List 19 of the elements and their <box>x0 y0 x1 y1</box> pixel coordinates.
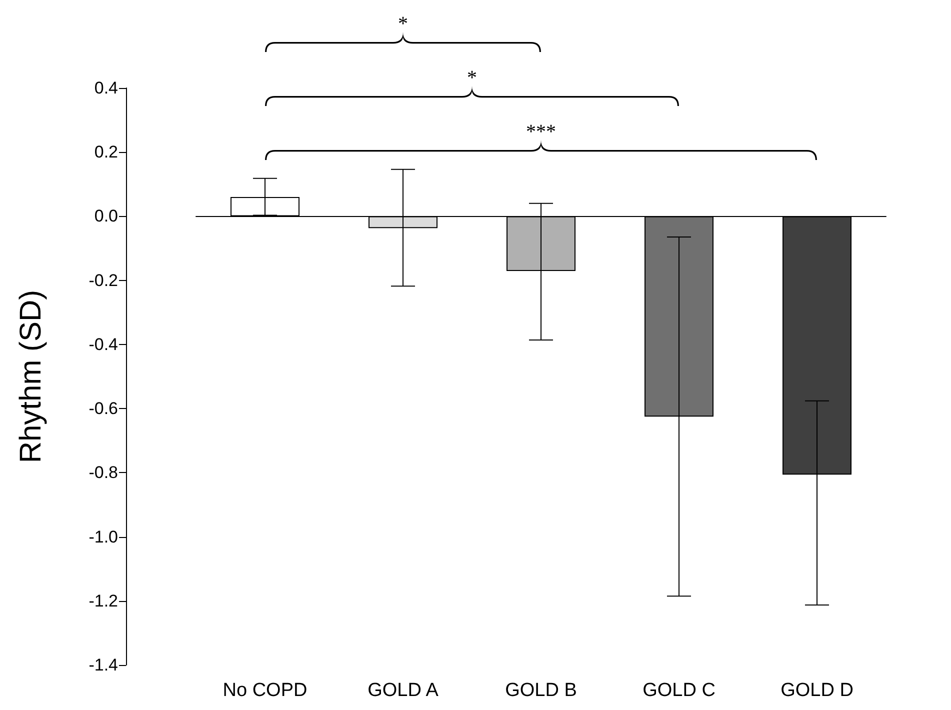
x-tick-label: No COPD <box>222 680 308 701</box>
x-tick-label: GOLD A <box>368 680 439 701</box>
y-tick-label: 0.0 <box>94 206 118 226</box>
annotation: *** <box>526 121 556 143</box>
y-tick-label: -0.8 <box>88 463 118 482</box>
y-tick-label: -1.4 <box>88 656 118 674</box>
y-tick-label: 0.4 <box>94 78 118 98</box>
text: * <box>398 13 408 35</box>
y-tick-label: -0.6 <box>88 399 118 418</box>
x-tick-label: GOLD C <box>642 680 716 701</box>
y-tick-label: -1.0 <box>88 527 118 546</box>
y-tick-label: -1.2 <box>88 591 118 610</box>
y-tick-label: 0.2 <box>94 142 118 162</box>
y-axis-title: Rhythm (SD) <box>14 290 48 464</box>
x-tick-label: GOLD B <box>505 680 577 701</box>
x-tick-label: GOLD D <box>780 680 854 701</box>
y-tick-label: -0.2 <box>88 270 118 290</box>
annotation: * <box>467 67 477 89</box>
y-tick-label: -0.4 <box>88 334 118 354</box>
